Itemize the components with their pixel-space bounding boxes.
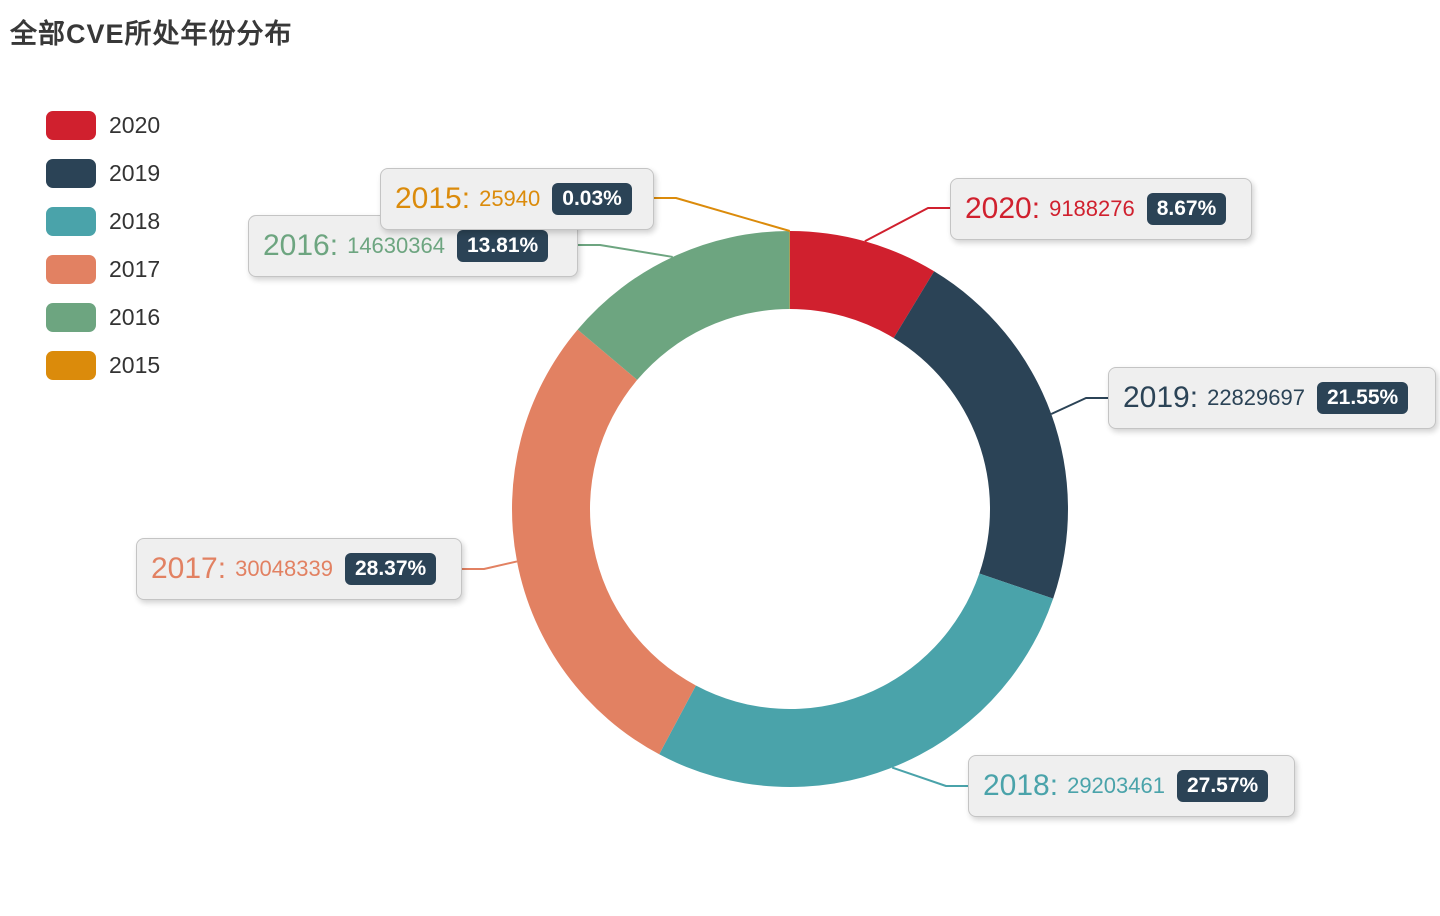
legend-label-2015: 2015: [109, 352, 161, 378]
callout-percent-badge: 28.37%: [344, 553, 437, 585]
callout-year: 2015:: [395, 182, 471, 215]
callout-year: 2018:: [983, 769, 1059, 802]
legend-item-2019[interactable]: 2019: [46, 159, 160, 188]
callout-year: 2019:: [1123, 381, 1199, 414]
legend-swatch-2016: [46, 303, 96, 332]
leader-line-2018: [891, 766, 968, 787]
callout-2015: 2015: 25940 0.03%: [380, 168, 654, 230]
callout-year: 2016:: [263, 229, 339, 262]
leader-line-2017: [462, 560, 518, 570]
leader-line-2016: [578, 244, 673, 258]
legend-item-2015[interactable]: 2015: [46, 351, 160, 380]
callout-value: 25940: [479, 186, 541, 211]
callout-year: 2020:: [965, 192, 1041, 225]
pie-slice-2016[interactable]: [577, 231, 790, 380]
pie-slice-2019[interactable]: [893, 271, 1068, 599]
legend-swatch-2018: [46, 207, 96, 236]
legend-label-2019: 2019: [109, 160, 161, 186]
pie-slice-2017[interactable]: [512, 329, 696, 755]
leader-line-2019: [1050, 397, 1108, 415]
legend-swatch-2020: [46, 111, 96, 140]
callout-2019: 2019: 22829697 21.55%: [1108, 367, 1436, 429]
callout-value: 29203461: [1067, 773, 1165, 798]
legend-item-2017[interactable]: 2017: [46, 255, 160, 284]
legend-swatch-2015: [46, 351, 96, 380]
legend-label-2018: 2018: [109, 208, 161, 234]
callout-percent-badge: 27.57%: [1176, 770, 1269, 802]
legend-item-2016[interactable]: 2016: [46, 303, 160, 332]
leader-line-2015: [654, 197, 791, 232]
callout-2017: 2017: 30048339 28.37%: [136, 538, 462, 600]
legend-label-2017: 2017: [109, 256, 161, 282]
legend-swatch-2017: [46, 255, 96, 284]
legend: 2020 2019 2018 2017 2016 2015: [46, 111, 160, 399]
callout-value: 22829697: [1207, 385, 1305, 410]
legend-item-2018[interactable]: 2018: [46, 207, 160, 236]
leader-line-2020: [864, 207, 950, 243]
callout-percent-badge: 8.67%: [1146, 193, 1227, 225]
callout-value: 14630364: [347, 233, 445, 258]
legend-item-2020[interactable]: 2020: [46, 111, 160, 140]
callout-percent-badge: 13.81%: [456, 230, 549, 262]
pie-slice-2018[interactable]: [659, 573, 1054, 788]
callout-value: 9188276: [1049, 196, 1135, 221]
legend-label-2016: 2016: [109, 304, 161, 330]
legend-swatch-2019: [46, 159, 96, 188]
callout-percent-badge: 21.55%: [1316, 382, 1409, 414]
pie-slice-2020[interactable]: [790, 231, 935, 338]
callout-2018: 2018: 29203461 27.57%: [968, 755, 1295, 817]
callout-percent-badge: 0.03%: [552, 183, 632, 215]
legend-label-2020: 2020: [109, 112, 161, 138]
callout-value: 30048339: [235, 556, 333, 581]
callout-2020: 2020: 9188276 8.67%: [950, 178, 1252, 240]
callout-year: 2017:: [151, 552, 227, 585]
page-title: 全部CVE所处年份分布: [10, 19, 293, 49]
